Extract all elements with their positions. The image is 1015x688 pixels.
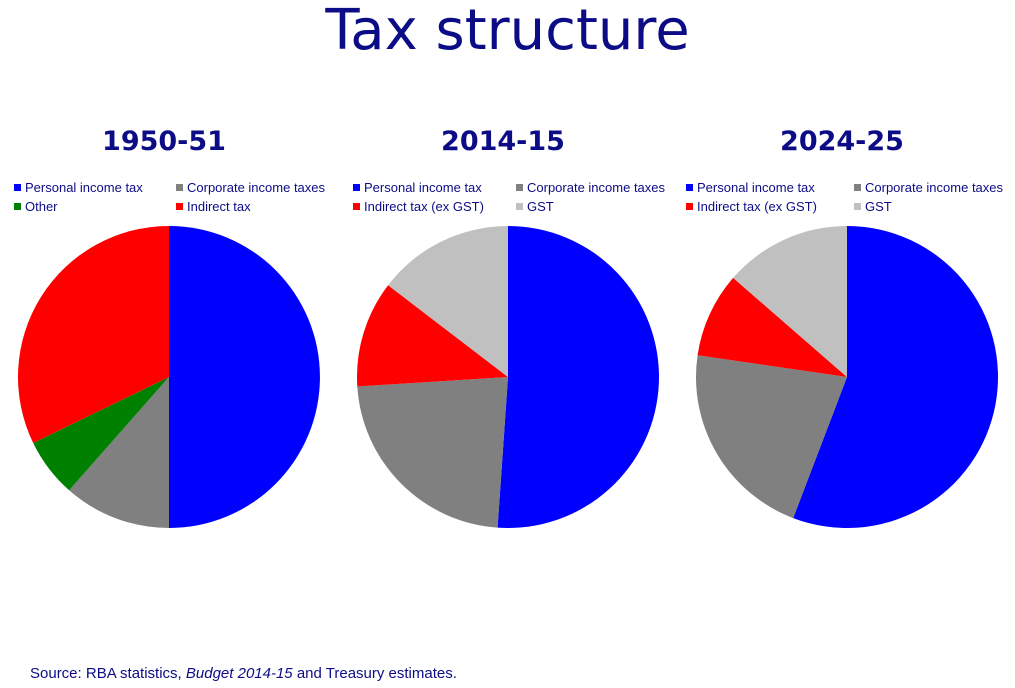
legend-item: Personal income tax (14, 180, 143, 196)
legend-label: Indirect tax (187, 199, 251, 214)
page-title: Tax structure (325, 0, 690, 63)
pie-slice-indirect-tax (18, 226, 170, 443)
legend-item: Corporate income taxes (176, 180, 325, 196)
legend-item: GST (854, 199, 892, 215)
pie-slice-corporate-income-taxes (695, 355, 847, 519)
legend: Personal income tax Corporate income tax… (686, 180, 1015, 220)
source-italic: Budget 2014-15 (185, 665, 293, 682)
legend-swatch (516, 184, 523, 191)
chart-title: 1950-51 (102, 126, 226, 157)
chart-title: 2014-15 (441, 126, 565, 157)
legend-item: GST (516, 199, 554, 215)
legend-swatch (14, 203, 21, 210)
legend-label: GST (865, 199, 892, 214)
legend-label: GST (527, 199, 554, 214)
legend-swatch (686, 203, 693, 210)
pie-slice-personal-income-tax (793, 226, 999, 528)
legend-swatch (14, 184, 21, 191)
legend-item: Corporate income taxes (516, 180, 665, 196)
legend-item: Personal income tax (686, 180, 815, 196)
legend-swatch (516, 203, 523, 210)
legend-swatch (176, 203, 183, 210)
pie-slice-personal-income-tax (497, 226, 659, 528)
pie-chart (695, 226, 999, 528)
legend-label: Indirect tax (ex GST) (697, 199, 817, 214)
legend-label: Corporate income taxes (187, 180, 326, 195)
legend: Personal income tax Corporate income tax… (14, 180, 354, 220)
legend-swatch (854, 184, 861, 191)
legend-label: Corporate income taxes (865, 180, 1004, 195)
legend-label: Personal income tax (25, 180, 143, 195)
pie-slice-corporate-income-taxes (357, 377, 508, 528)
legend-item: Indirect tax (ex GST) (353, 199, 484, 215)
legend-label: Indirect tax (ex GST) (364, 199, 484, 214)
pie-slice-corporate-income-taxes (69, 377, 169, 528)
pie-panel-2014-15: 2014-15 Personal income tax Corporate in… (353, 0, 693, 560)
legend-swatch (353, 184, 360, 191)
source-prefix: Source: RBA statistics, (30, 665, 186, 682)
legend-swatch (353, 203, 360, 210)
chart-title: 2024-25 (780, 126, 904, 157)
legend-swatch (176, 184, 183, 191)
source-note: Source: RBA statistics, Budget 2014-15 a… (30, 665, 457, 683)
legend-swatch (686, 184, 693, 191)
legend-item: Other (14, 199, 58, 215)
pie-chart (357, 226, 659, 528)
legend: Personal income tax Corporate income tax… (353, 180, 693, 220)
legend-item: Corporate income taxes (854, 180, 1003, 196)
legend-label: Personal income tax (697, 180, 815, 195)
pie-slice-gst (733, 226, 847, 377)
pie-slice-indirect-tax-ex-gst (357, 285, 508, 387)
legend-label: Personal income tax (364, 180, 482, 195)
legend-item: Indirect tax (176, 199, 251, 215)
pie-slice-gst (388, 226, 508, 377)
legend-label: Corporate income taxes (527, 180, 666, 195)
legend-label: Other (25, 199, 58, 214)
pie-panel-1950-51: 1950-51 Personal income tax Corporate in… (14, 0, 354, 560)
pie-slice-other (33, 377, 169, 491)
pie-chart (18, 226, 320, 528)
legend-item: Indirect tax (ex GST) (686, 199, 817, 215)
legend-swatch (854, 203, 861, 210)
legend-item: Personal income tax (353, 180, 482, 196)
pie-slice-indirect-tax-ex-gst (697, 277, 847, 377)
pie-panel-2024-25: 2024-25 Personal income tax Corporate in… (686, 0, 1015, 560)
pie-slice-personal-income-tax (169, 226, 320, 528)
source-suffix: and Treasury estimates. (292, 665, 457, 682)
